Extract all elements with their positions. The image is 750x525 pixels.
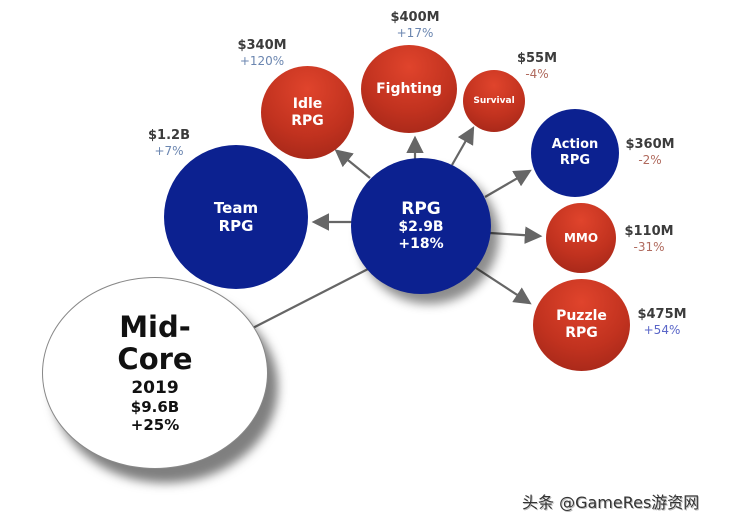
- team-rpg-bubble: Team RPG: [164, 145, 308, 289]
- team-rpg-value: $1.2B: [148, 128, 190, 143]
- survival-stats: $55M -4%: [512, 51, 562, 82]
- mmo-label: MMO: [563, 230, 599, 245]
- puzzle-rpg-label-1: Puzzle: [556, 308, 607, 325]
- team-rpg-stats: $1.2B +7%: [144, 128, 194, 159]
- rpg-hub-bubble: RPG $2.9B +18%: [351, 158, 491, 294]
- action-rpg-label-1: Action: [551, 137, 599, 153]
- puzzle-rpg-stats: $475M +54%: [634, 307, 690, 338]
- idle-rpg-growth: +120%: [239, 54, 285, 69]
- team-rpg-growth: +7%: [154, 144, 184, 159]
- idle-rpg-stats: $340M +120%: [232, 38, 292, 69]
- watermark: 头条 @GameRes游资网: [522, 493, 700, 512]
- action-rpg-label-2: RPG: [559, 153, 591, 168]
- team-rpg-label-1: Team: [213, 199, 259, 217]
- mmo-bubble: MMO: [546, 203, 616, 273]
- rpg-hub-growth: +18%: [398, 236, 444, 253]
- survival-growth: -4%: [525, 67, 549, 82]
- mid-core-growth: +25%: [130, 415, 180, 434]
- fighting-label: Fighting: [376, 80, 442, 97]
- mid-core-title-2: Core: [117, 342, 193, 376]
- fighting-value: $400M: [390, 10, 440, 25]
- idle-rpg-label-1: Idle: [292, 95, 323, 112]
- action-rpg-growth: -2%: [638, 153, 662, 168]
- puzzle-rpg-label-2: RPG: [565, 325, 598, 341]
- idle-rpg-label-2: RPG: [291, 112, 324, 129]
- survival-value: $55M: [516, 51, 558, 66]
- fighting-stats: $400M +17%: [385, 10, 445, 41]
- puzzle-rpg-growth: +54%: [643, 323, 681, 338]
- action-rpg-stats: $360M -2%: [622, 137, 678, 168]
- fighting-growth: +17%: [396, 26, 434, 41]
- mmo-stats: $110M -31%: [621, 224, 677, 255]
- idle-rpg-value: $340M: [237, 38, 287, 53]
- mid-core-title-1: Mid-: [119, 310, 191, 345]
- mmo-growth: -31%: [633, 240, 665, 255]
- survival-label: Survival: [473, 95, 515, 106]
- team-rpg-label-2: RPG: [218, 217, 254, 235]
- mid-core-bubble: Mid- Core 2019 $9.6B +25%: [42, 277, 268, 469]
- rpg-hub-value: $2.9B: [398, 219, 444, 236]
- mid-core-value: $9.6B: [130, 397, 180, 416]
- rpg-hub-name: RPG: [401, 199, 441, 219]
- idle-rpg-bubble: Idle RPG: [261, 66, 354, 159]
- mid-core-year: 2019: [131, 377, 179, 398]
- action-rpg-bubble: Action RPG: [531, 109, 619, 197]
- fighting-bubble: Fighting: [361, 45, 457, 133]
- puzzle-rpg-value: $475M: [637, 307, 687, 322]
- mmo-value: $110M: [624, 224, 674, 239]
- puzzle-rpg-bubble: Puzzle RPG: [533, 279, 630, 371]
- survival-bubble: Survival: [463, 70, 525, 132]
- action-rpg-value: $360M: [625, 137, 675, 152]
